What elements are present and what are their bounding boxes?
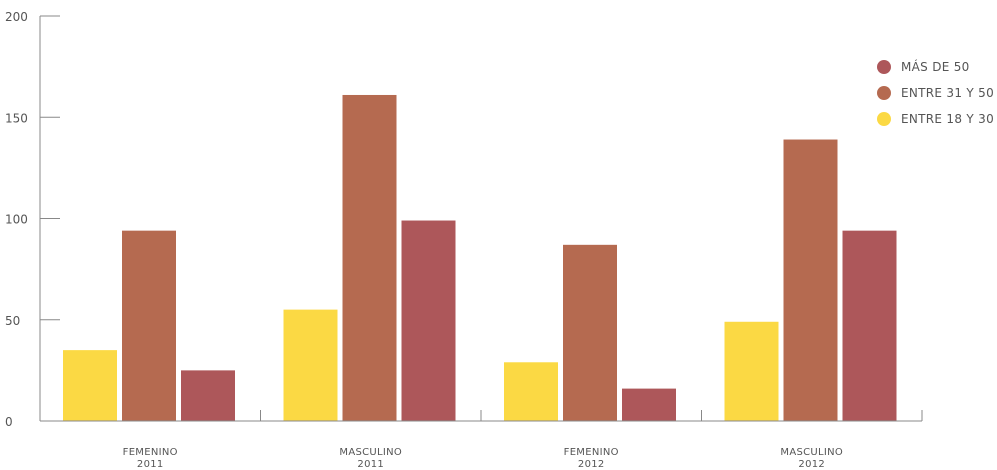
- legend-swatch: [877, 86, 891, 100]
- bar-2-3: [401, 220, 456, 421]
- legend: MÁS DE 50 ENTRE 31 Y 50 ENTRE 18 Y 30: [877, 59, 994, 126]
- x-category-year: 2012: [798, 459, 825, 470]
- bar-2-2: [342, 94, 397, 421]
- bar-4-3: [842, 230, 897, 421]
- bar-1-3: [181, 370, 235, 421]
- y-tick-label: 150: [5, 111, 28, 125]
- y-tick-label: 200: [5, 10, 28, 24]
- bar-4-1: [724, 321, 779, 421]
- x-ticks-group: FEMENINO2011MASCULINO2011FEMENINO2012MAS…: [123, 410, 923, 470]
- bar-3-3: [622, 388, 676, 421]
- bar-1-2: [122, 230, 176, 421]
- legend-label: MÁS DE 50: [901, 59, 970, 74]
- bar-2-1: [283, 309, 338, 421]
- x-category-year: 2011: [357, 459, 384, 470]
- bar-4-2: [783, 139, 838, 421]
- x-category-label: FEMENINO: [123, 447, 178, 458]
- x-category-label: MASCULINO: [780, 447, 843, 458]
- y-tick-label: 50: [5, 314, 20, 328]
- bar-3-2: [563, 244, 617, 421]
- y-tick-label: 100: [5, 213, 28, 227]
- y-tick-label: 0: [5, 415, 13, 429]
- legend-label: ENTRE 18 Y 30: [901, 112, 994, 126]
- legend-swatch: [877, 60, 891, 74]
- x-category-label: MASCULINO: [339, 447, 402, 458]
- bars-group: [63, 94, 897, 421]
- x-category-year: 2011: [137, 459, 164, 470]
- legend-swatch: [877, 112, 891, 126]
- bar-3-1: [504, 362, 558, 421]
- x-category-year: 2012: [578, 459, 605, 470]
- y-ticks-group: 0 50 100 150 200: [5, 10, 60, 429]
- x-category-label: FEMENINO: [564, 447, 619, 458]
- bar-1-1: [63, 350, 117, 421]
- legend-label: ENTRE 31 Y 50: [901, 86, 994, 100]
